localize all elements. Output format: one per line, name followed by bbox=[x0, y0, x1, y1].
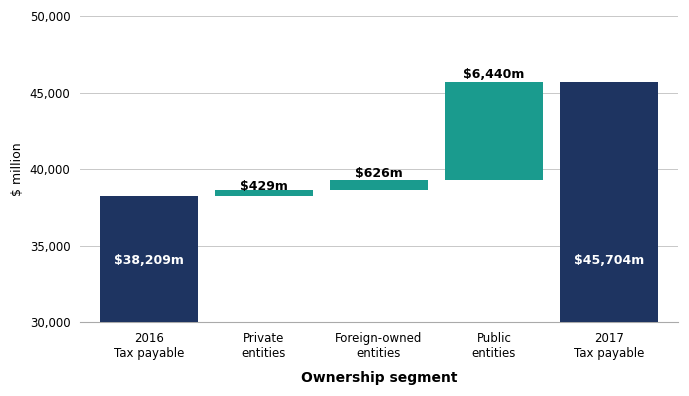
Bar bbox=[330, 180, 428, 190]
Bar bbox=[560, 82, 658, 322]
Text: $429m: $429m bbox=[240, 180, 288, 193]
Y-axis label: $ million: $ million bbox=[11, 142, 24, 196]
Text: $45,704m: $45,704m bbox=[574, 254, 644, 267]
Bar bbox=[445, 82, 543, 180]
Bar bbox=[101, 196, 198, 322]
Text: $38,209m: $38,209m bbox=[114, 254, 184, 267]
Bar bbox=[215, 190, 313, 196]
Text: $6,440m: $6,440m bbox=[463, 68, 524, 81]
Text: $626m: $626m bbox=[355, 167, 403, 180]
X-axis label: Ownership segment: Ownership segment bbox=[301, 371, 457, 385]
